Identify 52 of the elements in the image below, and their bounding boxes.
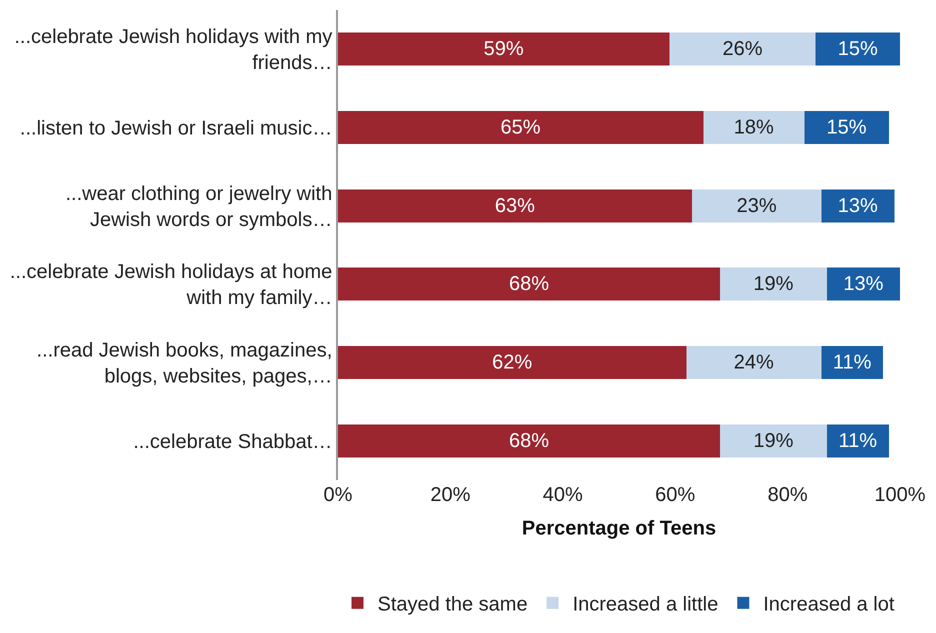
y-tick-label: ...celebrate Jewish holidays with my friends… (14, 26, 332, 74)
bar (338, 189, 692, 222)
legend-label: Increased a lot (763, 594, 895, 616)
data-label: 68% (508, 273, 550, 296)
bar (338, 346, 686, 379)
data-label: 19% (753, 430, 794, 452)
data-label: 24% (734, 352, 774, 374)
legend-label: Increased a little (572, 594, 718, 616)
bar (338, 424, 720, 458)
bar (692, 189, 822, 222)
y-tick-label: ...read Jewish books, magazines, blogs, websites, pages,… (36, 340, 332, 388)
x-axis-title: Percentage of Teens (522, 518, 716, 540)
data-label: 23% (736, 194, 777, 217)
y-tick-label: ...listen to Jewish or Israeli music… (20, 118, 332, 140)
x-tick-label: 0% (324, 484, 353, 506)
x-tick-label: 60% (655, 484, 696, 506)
x-tick-label: 100% (874, 484, 926, 506)
y-tick-label: ...celebrate Jewish holidays at home with my family… (10, 261, 332, 310)
data-label: 18% (734, 116, 774, 138)
bar (826, 424, 889, 458)
data-label: 15% (826, 116, 867, 138)
bar (338, 111, 704, 144)
bar (338, 268, 720, 301)
bar (720, 424, 827, 458)
data-label: 62% (492, 352, 532, 374)
x-tick-label: 20% (430, 484, 471, 506)
bar (821, 346, 884, 379)
x-tick-label: 80% (768, 484, 808, 506)
bar (686, 346, 822, 379)
y-tick-label: ...wear clothing or jewelry with Jewish words or symbols… (65, 182, 332, 231)
data-label: 68% (508, 430, 550, 452)
bar (720, 268, 827, 301)
data-label: 63% (494, 194, 536, 217)
bar (821, 189, 894, 222)
bar (804, 111, 889, 144)
data-label: 11% (832, 352, 872, 374)
data-label: 26% (722, 38, 763, 60)
data-label: 19% (753, 273, 794, 296)
bar (670, 32, 816, 66)
data-label: 15% (838, 38, 878, 60)
bar (338, 32, 670, 66)
data-label: 13% (838, 194, 878, 217)
bar (703, 111, 804, 144)
bar (816, 32, 900, 66)
data-label: 59% (484, 38, 524, 60)
x-tick-label: 40% (542, 484, 584, 506)
data-label: 13% (843, 273, 884, 296)
bar (826, 268, 900, 301)
legend-label: Stayed the same (378, 594, 528, 616)
data-label: 65% (500, 116, 541, 138)
y-tick-label: ...celebrate Shabbat… (133, 430, 332, 453)
data-label: 11% (838, 430, 878, 452)
